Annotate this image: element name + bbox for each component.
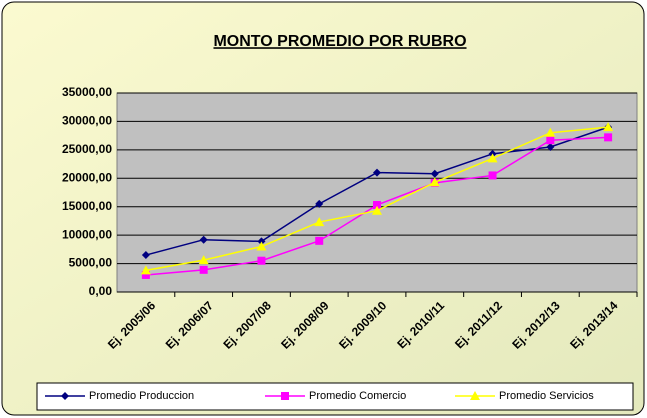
- marker: [199, 235, 208, 244]
- marker: [429, 177, 440, 187]
- marker: [545, 127, 556, 137]
- marker: [373, 168, 381, 177]
- marker: [199, 265, 208, 274]
- marker: [256, 241, 267, 251]
- marker: [546, 143, 555, 152]
- marker: [141, 251, 150, 260]
- y-tick-label: 30000,00: [62, 114, 112, 128]
- marker: [470, 391, 480, 400]
- marker: [281, 392, 289, 400]
- y-tick-label: 20000,00: [62, 170, 112, 184]
- marker: [604, 133, 613, 142]
- marker: [546, 136, 555, 145]
- legend: [36, 382, 634, 411]
- marker: [141, 270, 150, 279]
- marker: [257, 237, 266, 246]
- marker: [488, 171, 497, 180]
- marker: [61, 392, 69, 400]
- chart-title: MONTO PROMEDIO POR RUBRO: [213, 33, 466, 50]
- marker: [487, 153, 498, 163]
- marker: [257, 256, 266, 265]
- y-tick-label: 10000,00: [62, 227, 112, 241]
- marker: [314, 217, 325, 227]
- y-tick-label: 15000,00: [62, 199, 112, 213]
- y-tick-label: 25000,00: [62, 142, 112, 156]
- marker: [373, 201, 381, 210]
- y-tick-label: 35000,00: [62, 85, 112, 99]
- marker: [140, 265, 151, 275]
- marker: [603, 122, 614, 132]
- marker: [315, 199, 324, 208]
- legend-label: Promedio Comercio: [309, 390, 406, 402]
- y-tick-label: 5000,00: [69, 256, 113, 270]
- y-tick-label: 0,00: [89, 284, 113, 298]
- marker: [372, 205, 382, 215]
- marker: [198, 255, 209, 265]
- marker: [315, 236, 324, 245]
- legend-label: Promedio Servicios: [499, 390, 594, 402]
- legend-label: Promedio Produccion: [89, 390, 194, 402]
- marker: [430, 169, 439, 178]
